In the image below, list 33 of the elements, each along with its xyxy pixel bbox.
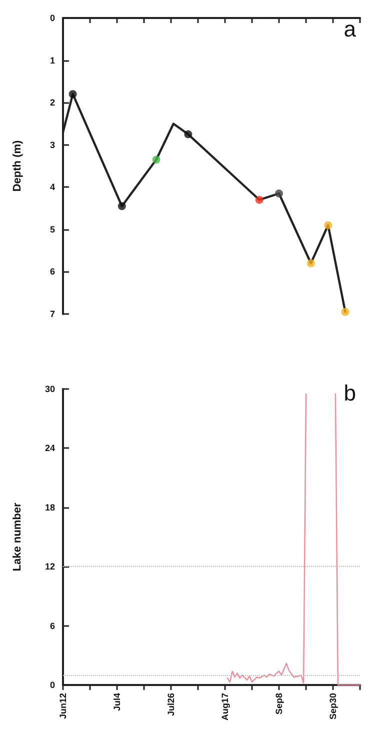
x-tick-label: Aug17 [220, 693, 230, 721]
y-tick-label: 7 [50, 309, 55, 319]
y-tick-label: 0 [50, 13, 55, 23]
y-tick-label: 24 [44, 443, 55, 454]
y-tick-label: 6 [50, 266, 55, 277]
y-tick-label: 3 [50, 140, 55, 150]
y-axis-title: Depth (m) [12, 140, 24, 192]
point [341, 308, 350, 316]
x-tick-label: Sep30 [328, 693, 338, 720]
y-tick-label: 6 [50, 620, 55, 631]
point [324, 221, 332, 230]
x-tick-label: Jul4 [112, 693, 122, 712]
point [68, 90, 77, 98]
y-tick-label: 1 [50, 55, 55, 66]
point [118, 202, 126, 210]
x-tick-label: Sep8 [274, 693, 284, 715]
point [184, 130, 192, 138]
x-tick-label: Jul26 [166, 693, 176, 716]
annotation: b [344, 380, 356, 406]
y-tick-label: 30 [44, 384, 55, 394]
y-tick-label: 2 [50, 98, 55, 108]
point [152, 156, 160, 164]
point [275, 189, 283, 198]
y-tick-label: 18 [44, 502, 55, 512]
y-tick-label: 0 [50, 680, 55, 690]
x-tick-label: Jun12 [58, 693, 68, 720]
y-axis-title: Lake number [12, 502, 24, 572]
annotation: a [344, 16, 357, 42]
y-tick-label: 4 [50, 182, 55, 192]
point [306, 259, 315, 268]
y-tick-label: 12 [44, 562, 55, 572]
y-tick-label: 5 [50, 224, 55, 234]
point [255, 196, 264, 204]
